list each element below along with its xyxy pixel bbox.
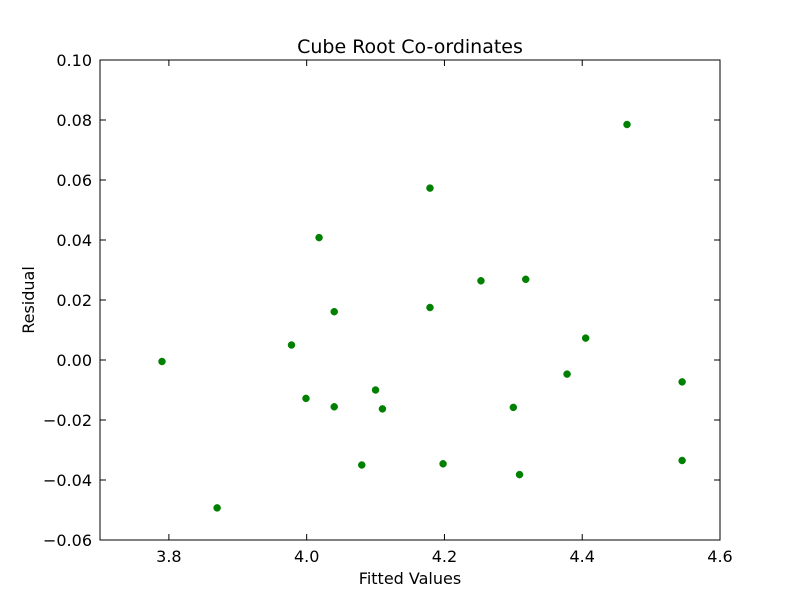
data-point bbox=[426, 303, 434, 312]
data-point bbox=[287, 341, 296, 349]
x-tick-label: 4.6 bbox=[707, 547, 732, 566]
data-point bbox=[678, 456, 686, 465]
y-tick-label: 0.10 bbox=[56, 51, 92, 70]
tick-layer: 3.8 4.0 4.2 4.4 4.6 −0.06 −0.04 −0.02 0.00 0.02 0.… bbox=[43, 51, 733, 566]
data-points bbox=[158, 120, 686, 512]
plot-area bbox=[100, 60, 720, 540]
data-point bbox=[315, 233, 323, 242]
data-point bbox=[330, 403, 338, 411]
y-tick-label: 0.04 bbox=[56, 231, 92, 250]
x-tick-label: 4.4 bbox=[569, 547, 594, 566]
y-tick-label: −0.06 bbox=[43, 531, 92, 550]
plot-frame bbox=[99, 59, 721, 541]
y-tick-label: 0.08 bbox=[56, 111, 92, 130]
x-tick-label: 4.2 bbox=[432, 547, 457, 566]
y-tick-label: 0.00 bbox=[56, 351, 92, 370]
data-point bbox=[581, 334, 590, 342]
chart-title: Cube Root Co-ordinates bbox=[297, 36, 523, 58]
x-axis-title: Fitted Values bbox=[359, 569, 461, 588]
data-point bbox=[509, 403, 518, 412]
data-point bbox=[623, 120, 631, 129]
y-tick-label: −0.04 bbox=[43, 471, 92, 490]
data-point bbox=[302, 394, 310, 403]
data-point bbox=[213, 504, 221, 512]
x-tick-label: 3.8 bbox=[156, 547, 181, 566]
y-axis-title: Residual bbox=[19, 266, 38, 334]
data-point bbox=[426, 184, 434, 192]
y-tick-label: −0.02 bbox=[43, 411, 92, 430]
data-point bbox=[563, 370, 571, 378]
data-point bbox=[358, 461, 366, 469]
data-point bbox=[439, 460, 447, 468]
data-point bbox=[330, 307, 338, 316]
data-point bbox=[521, 275, 530, 284]
y-tick-label: 0.06 bbox=[56, 171, 92, 190]
data-point bbox=[515, 470, 524, 479]
data-point bbox=[477, 277, 485, 285]
y-tick-label: 0.02 bbox=[56, 291, 92, 310]
data-point bbox=[158, 357, 166, 366]
data-point bbox=[678, 378, 686, 386]
x-tick-label: 4.0 bbox=[294, 547, 319, 566]
data-point bbox=[371, 386, 380, 394]
data-point bbox=[378, 405, 387, 413]
